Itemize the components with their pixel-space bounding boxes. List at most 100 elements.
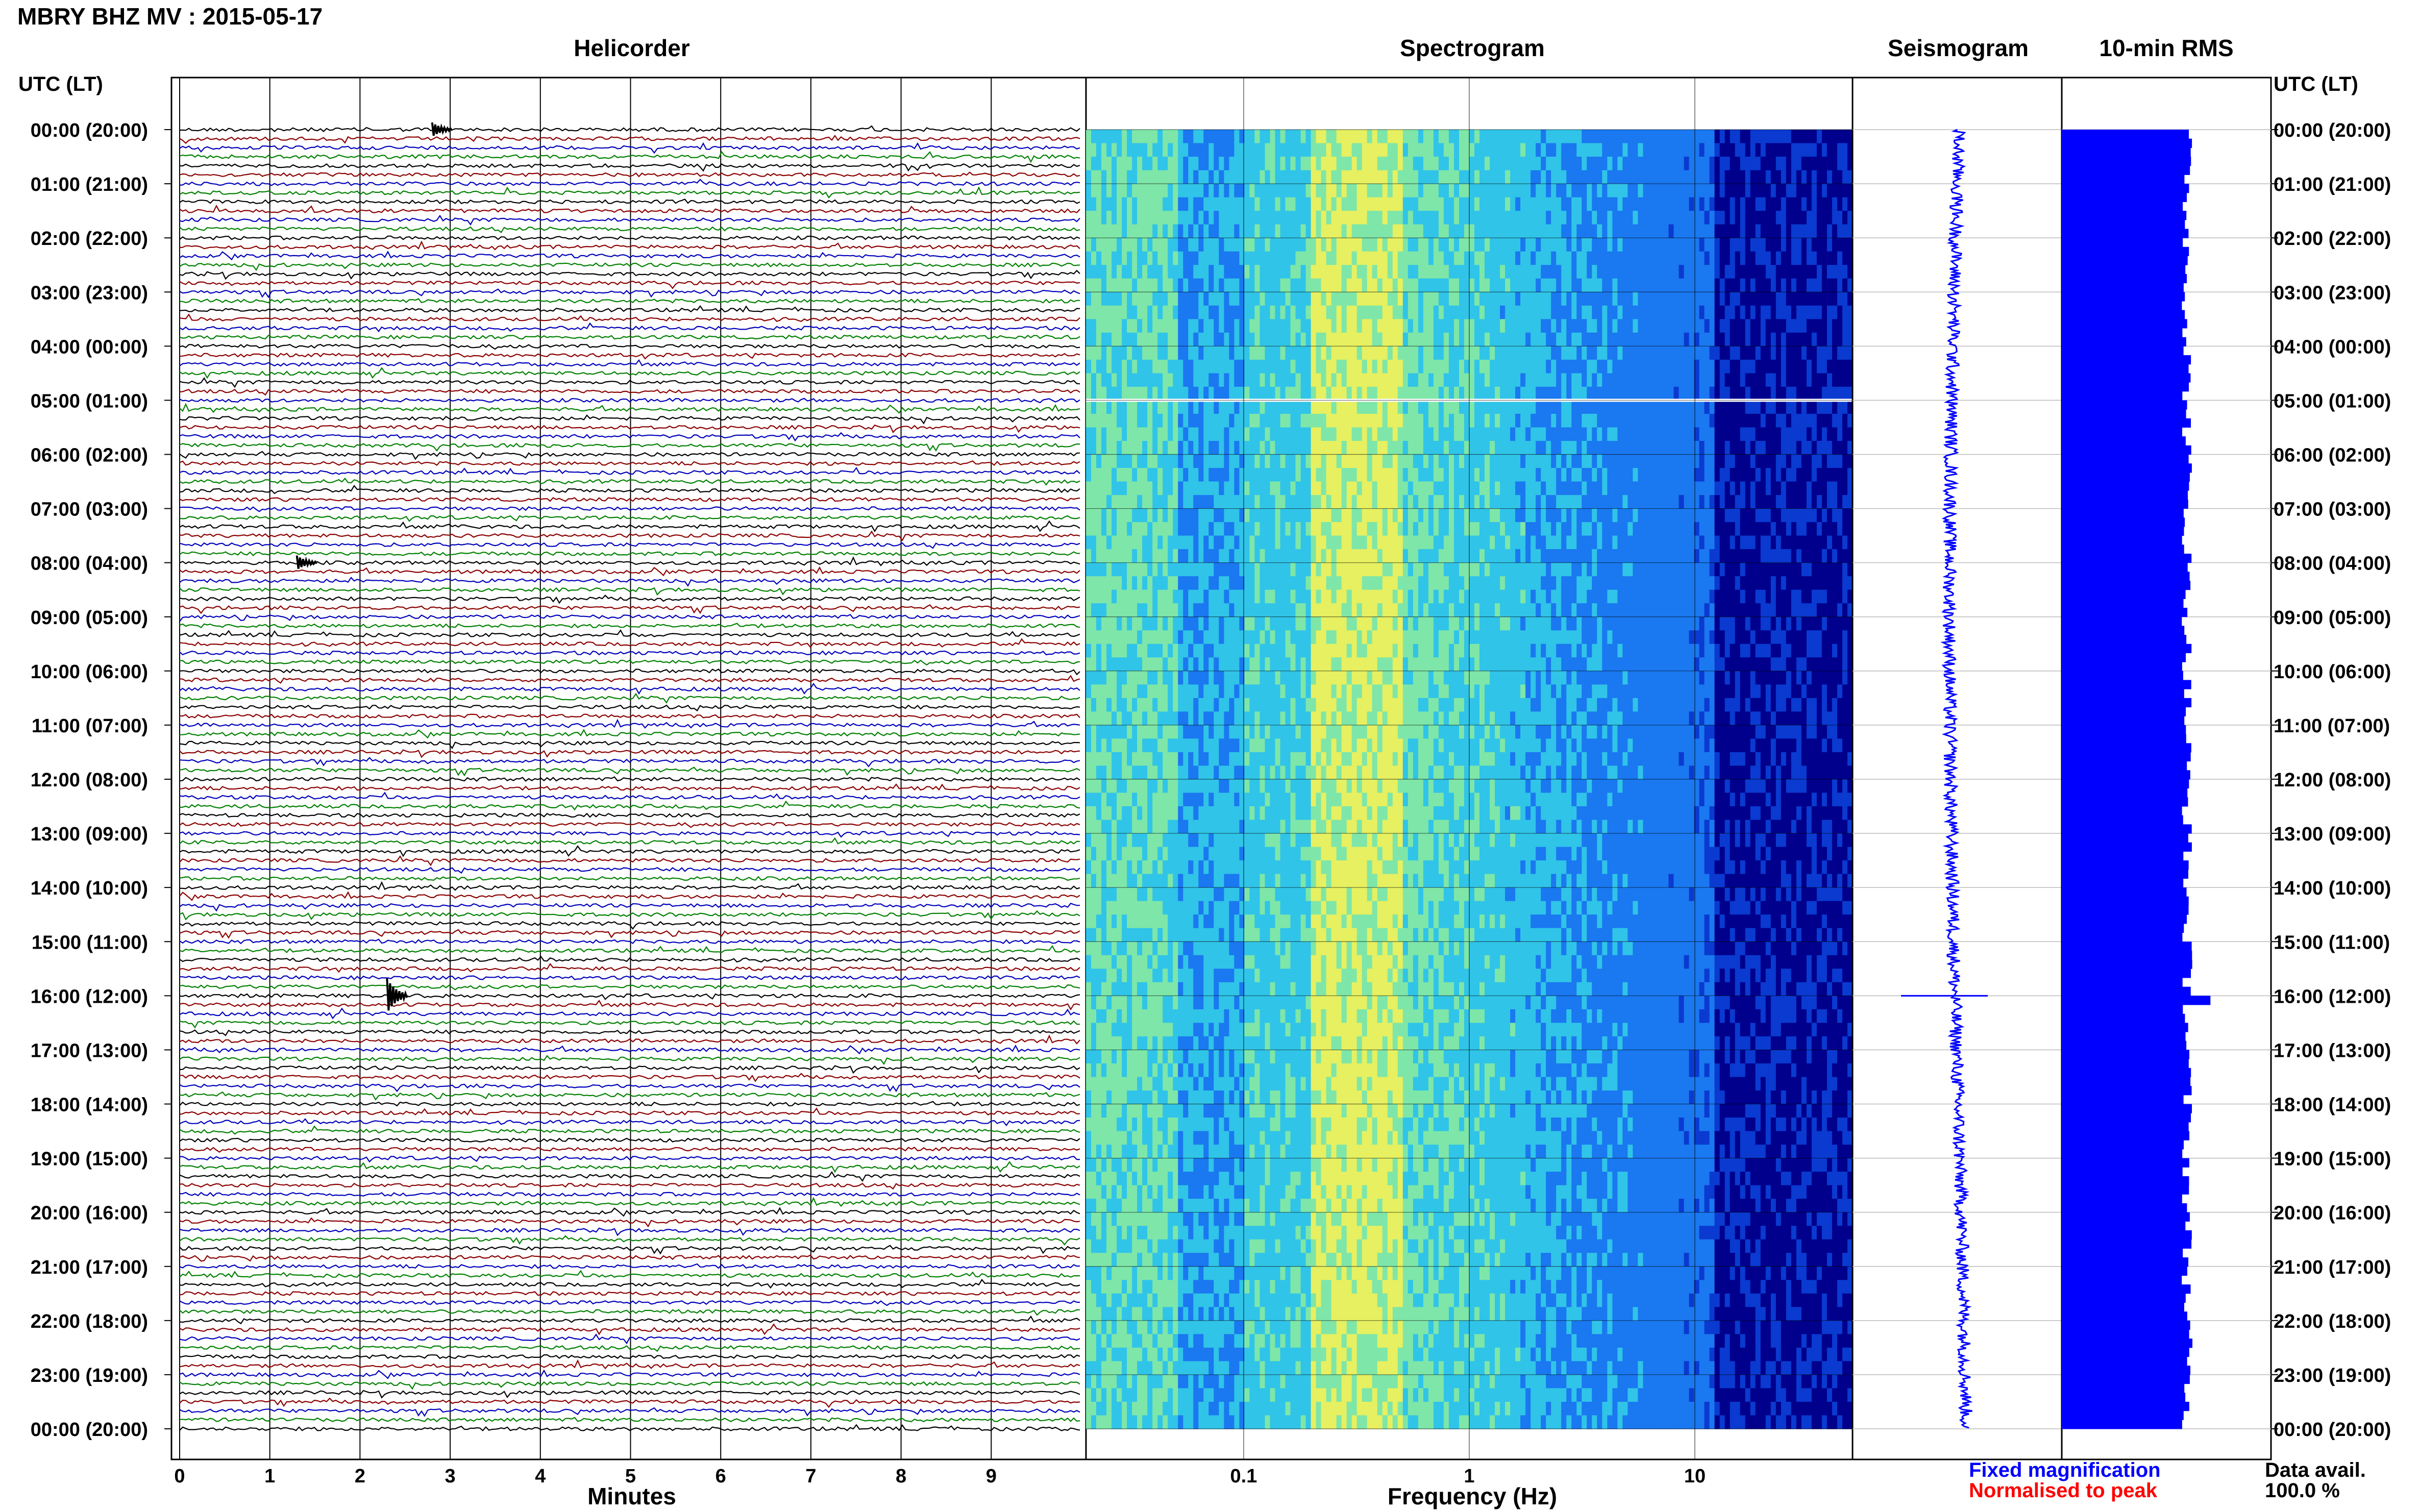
helicorder-trace — [179, 566, 1080, 577]
spectrogram-cell — [1490, 468, 1495, 482]
spectrogram-cell — [1336, 441, 1342, 455]
spectrogram-cell — [1377, 549, 1383, 563]
spectrogram-cell — [1760, 278, 1766, 292]
spectrogram-cell — [1260, 413, 1266, 428]
spectrogram-cell — [1418, 157, 1424, 171]
spectrogram-cell — [1781, 292, 1787, 306]
spectrogram-cell — [1816, 441, 1822, 455]
spectrogram-cell — [1597, 373, 1602, 387]
spectrogram-cell — [1428, 481, 1434, 495]
spectrogram-cell — [1101, 481, 1107, 495]
spectrogram-cell — [1341, 495, 1347, 509]
spectrogram-cell — [1531, 495, 1536, 509]
spectrogram-cell — [1270, 130, 1276, 144]
spectrogram-cell — [1724, 224, 1731, 238]
spectrogram-cell — [1203, 170, 1209, 184]
spectrogram-cell — [1684, 454, 1690, 468]
spectrogram-cell — [1592, 238, 1597, 252]
spectrogram-cell — [1531, 386, 1536, 401]
spectrogram-cell — [1469, 522, 1475, 536]
spectrogram-cell — [1796, 224, 1802, 238]
spectrogram-cell — [1633, 265, 1638, 279]
spectrogram-cell — [1270, 495, 1276, 509]
spectrogram-cell — [1684, 413, 1690, 428]
spectrogram-cell — [1648, 251, 1654, 265]
spectrogram-cell — [1239, 238, 1245, 252]
spectrogram-cell — [1346, 143, 1352, 157]
spectrogram-cell — [1561, 224, 1567, 238]
spectrogram-cell — [1556, 197, 1562, 211]
spectrogram-cell — [1260, 292, 1266, 306]
spectrogram-cell — [1704, 495, 1710, 509]
spectrogram-cell — [1413, 413, 1419, 428]
spectrogram-cell — [1709, 319, 1715, 333]
spectrogram-cell — [1699, 346, 1705, 360]
spectrogram-cell — [1183, 157, 1189, 171]
spectrogram-cell — [1295, 427, 1301, 441]
spectrogram-cell — [1443, 305, 1449, 319]
spectrogram-cell — [1127, 549, 1132, 563]
spectrogram-cell — [1622, 332, 1628, 346]
spectrogram-cell — [1485, 278, 1490, 292]
spectrogram-cell — [1673, 143, 1680, 157]
spectrogram-cell — [1280, 197, 1286, 211]
spectrogram-cell — [1786, 224, 1792, 238]
spectrogram-cell — [1796, 292, 1802, 306]
spectrogram-cell — [1622, 413, 1628, 428]
spectrogram-cell — [1847, 184, 1853, 198]
spectrogram-cell — [1612, 346, 1618, 360]
spectrogram-cell — [1214, 468, 1219, 482]
spectrogram-cell — [1704, 386, 1710, 401]
spectrogram-cell — [1500, 508, 1505, 523]
spectrogram-cell — [1587, 400, 1592, 414]
spectrogram-cell — [1566, 454, 1572, 468]
spectrogram-cell — [1816, 292, 1822, 306]
spectrogram-cell — [1806, 346, 1812, 360]
spectrogram-cell — [1576, 427, 1582, 441]
spectrogram-cell — [1091, 143, 1097, 157]
spectrogram-cell — [1270, 224, 1276, 238]
spectrogram-cell — [1806, 535, 1812, 550]
spectrogram-cell — [1193, 278, 1199, 292]
spectrogram-cell — [1321, 508, 1327, 523]
helicorder-trace — [179, 757, 1080, 767]
spectrogram-cell — [1740, 413, 1746, 428]
spectrogram-cell — [1724, 346, 1731, 360]
spectrogram-cell — [1602, 319, 1608, 333]
helicorder-trace — [179, 1055, 1080, 1065]
spectrogram-cell — [1479, 224, 1485, 238]
spectrogram-cell — [1464, 373, 1470, 387]
spectrogram-cell — [1372, 305, 1378, 319]
spectrogram-cell — [1750, 495, 1756, 509]
spectrogram-cell — [1137, 211, 1143, 225]
spectrogram-cell — [1392, 481, 1398, 495]
spectrogram-cell — [1295, 441, 1301, 455]
spectrogram-cell — [1582, 454, 1587, 468]
spectrogram-cell — [1551, 386, 1557, 401]
spectrogram-cell — [1152, 224, 1158, 238]
spectrogram-cell — [1816, 454, 1822, 468]
spectrogram-cell — [1627, 238, 1633, 252]
spectrogram-cell — [1193, 549, 1199, 563]
spectrogram-cell — [1372, 346, 1378, 360]
spectrogram-cell — [1224, 386, 1229, 401]
spectrogram-cell — [1157, 319, 1163, 333]
spectrogram-cell — [1775, 130, 1782, 144]
spectrogram-cell — [1402, 184, 1409, 198]
spectrogram-cell — [1326, 211, 1332, 225]
spectrogram-cell — [1341, 454, 1347, 468]
spectrogram-cell — [1566, 305, 1572, 319]
spectrogram-cell — [1826, 508, 1833, 523]
spectrogram-cell — [1239, 157, 1245, 171]
spectrogram-cell — [1510, 427, 1516, 441]
spectrogram-cell — [1168, 184, 1173, 198]
spectrogram-cell — [1531, 522, 1536, 536]
spectrogram-cell — [1485, 130, 1490, 144]
spectrogram-cell — [1770, 224, 1776, 238]
spectrogram-cell — [1704, 373, 1710, 387]
spectrogram-cell — [1173, 508, 1178, 523]
spectrogram-cell — [1249, 319, 1255, 333]
spectrogram-cell — [1356, 427, 1363, 441]
spectrogram-cell — [1157, 184, 1163, 198]
spectrogram-cell — [1821, 400, 1828, 414]
